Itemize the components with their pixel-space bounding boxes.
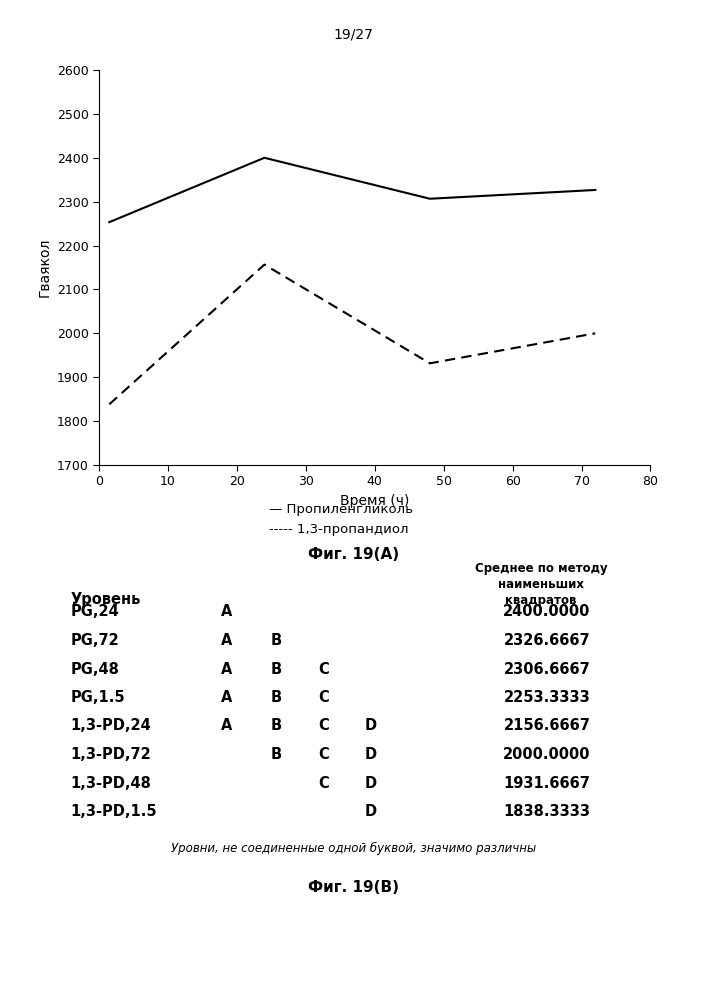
Text: B: B xyxy=(270,747,281,762)
Text: D: D xyxy=(365,747,378,762)
Y-axis label: Гваякол: Гваякол xyxy=(37,238,51,297)
Text: A: A xyxy=(221,604,232,619)
Text: C: C xyxy=(318,690,329,705)
Text: 1838.3333: 1838.3333 xyxy=(503,804,590,819)
Text: 1,3-PD,72: 1,3-PD,72 xyxy=(71,747,151,762)
Text: A: A xyxy=(221,690,232,705)
Text: 1,3-PD,24: 1,3-PD,24 xyxy=(71,718,151,734)
Text: C: C xyxy=(318,776,329,790)
Text: D: D xyxy=(365,804,378,819)
Text: 1,3-PD,48: 1,3-PD,48 xyxy=(71,776,151,790)
Text: B: B xyxy=(270,690,281,705)
Text: Уровень: Уровень xyxy=(71,592,141,607)
Text: PG,1.5: PG,1.5 xyxy=(71,690,125,705)
Text: 2253.3333: 2253.3333 xyxy=(503,690,590,705)
Text: D: D xyxy=(365,718,378,734)
Text: A: A xyxy=(221,662,232,676)
Text: Среднее по методу
наименьших
квадратов: Среднее по методу наименьших квадратов xyxy=(474,562,607,607)
Text: PG,48: PG,48 xyxy=(71,662,119,676)
Text: PG,24: PG,24 xyxy=(71,604,119,619)
Text: A: A xyxy=(221,633,232,648)
Text: 2306.6667: 2306.6667 xyxy=(503,662,590,676)
Text: A: A xyxy=(221,718,232,734)
Text: Фиг. 19(B): Фиг. 19(B) xyxy=(308,880,399,895)
Text: 1,3-PD,1.5: 1,3-PD,1.5 xyxy=(71,804,158,819)
Text: D: D xyxy=(365,776,378,790)
Text: 2400.0000: 2400.0000 xyxy=(503,604,590,619)
Text: 2000.0000: 2000.0000 xyxy=(503,747,590,762)
Text: Фиг. 19(А): Фиг. 19(А) xyxy=(308,547,399,562)
Text: Уровни, не соединенные одной буквой, значимо различны: Уровни, не соединенные одной буквой, зна… xyxy=(171,842,536,855)
Text: 2156.6667: 2156.6667 xyxy=(503,718,590,734)
Text: B: B xyxy=(270,662,281,676)
Text: C: C xyxy=(318,718,329,734)
Text: C: C xyxy=(318,747,329,762)
Text: 2326.6667: 2326.6667 xyxy=(503,633,590,648)
Text: 19/27: 19/27 xyxy=(334,28,373,42)
Text: — Пропиленгликоль: — Пропиленгликоль xyxy=(269,503,413,516)
Text: PG,72: PG,72 xyxy=(71,633,119,648)
Text: 1931.6667: 1931.6667 xyxy=(503,776,590,790)
Text: B: B xyxy=(270,718,281,734)
X-axis label: Время (ч): Время (ч) xyxy=(340,494,409,508)
Text: ----- 1,3-пропандиол: ----- 1,3-пропандиол xyxy=(269,523,408,536)
Text: C: C xyxy=(318,662,329,676)
Text: B: B xyxy=(270,633,281,648)
